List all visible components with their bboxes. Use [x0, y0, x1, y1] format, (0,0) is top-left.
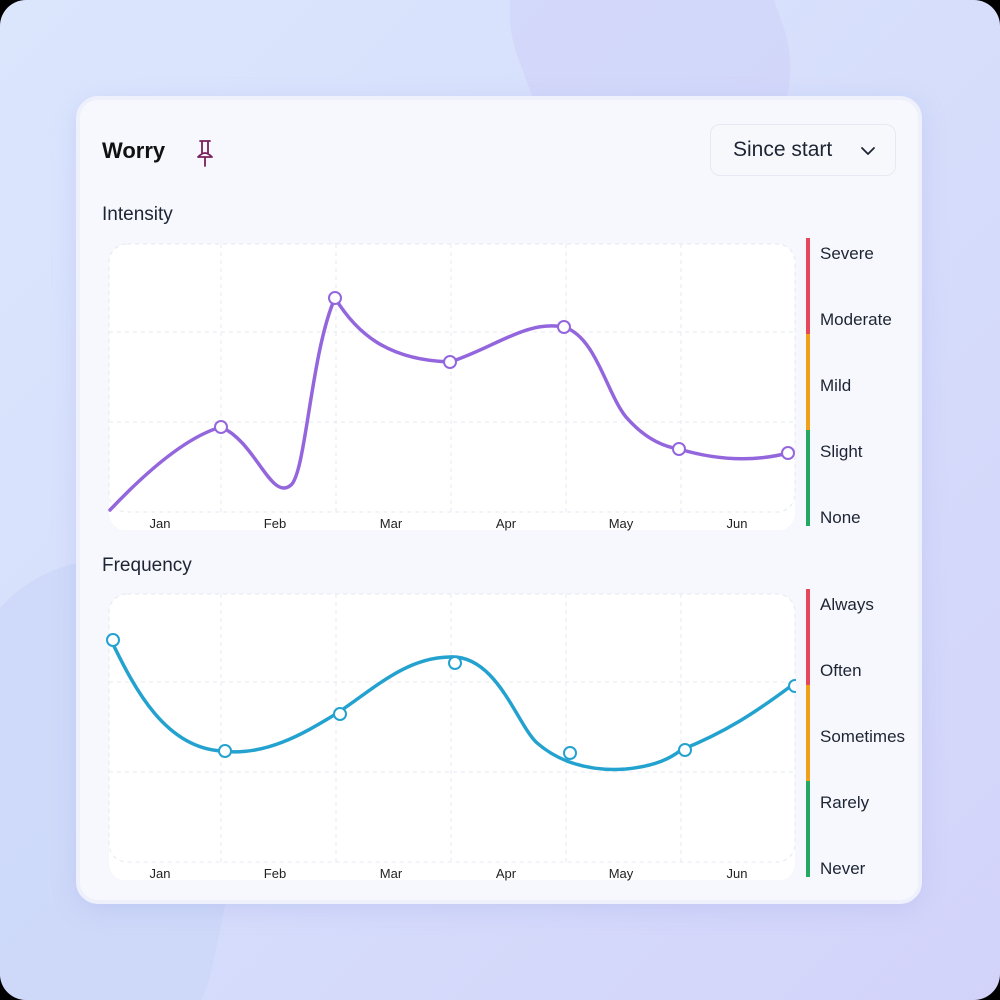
x-tick-jan: Jan — [149, 866, 171, 881]
scale-bar-mid — [806, 685, 810, 781]
x-tick-mar: Mar — [379, 516, 403, 531]
intensity-label: Intensity — [102, 204, 173, 225]
x-tick-mar: Mar — [379, 866, 403, 881]
frequency-label: Frequency — [102, 555, 192, 576]
x-tick-apr: Apr — [495, 516, 517, 531]
scale-bar-low — [806, 430, 810, 526]
x-tick-apr: Apr — [495, 866, 517, 881]
pushpin-icon[interactable] — [194, 138, 216, 168]
level-always: Always — [820, 595, 874, 614]
x-tick-feb: Feb — [263, 866, 287, 881]
x-tick-jun: Jun — [726, 866, 748, 881]
x-tick-jan: Jan — [149, 516, 171, 531]
level-sometimes: Sometimes — [820, 727, 906, 746]
intensity-scale: Severe Moderate Mild Slight None — [806, 238, 926, 530]
time-range-dropdown[interactable]: Since start — [710, 124, 896, 176]
scale-bar-high — [806, 589, 810, 685]
level-often: Often — [820, 661, 862, 680]
scale-bar-high — [806, 238, 810, 334]
scale-bar-mid — [806, 334, 810, 430]
level-rarely: Rarely — [820, 793, 870, 812]
level-severe: Severe — [820, 244, 874, 263]
level-mild: Mild — [820, 376, 852, 395]
intensity-chart: Jan Feb Mar Apr May Jun — [106, 242, 796, 531]
worry-card: Worry Since start Intensity — [76, 96, 922, 904]
x-tick-may: May — [608, 866, 634, 881]
card-title: Worry — [102, 138, 166, 163]
level-never: Never — [820, 859, 866, 878]
x-tick-jun: Jun — [726, 516, 748, 531]
level-moderate: Moderate — [820, 310, 892, 329]
time-range-selected: Since start — [733, 138, 833, 161]
level-slight: Slight — [820, 442, 863, 461]
x-tick-feb: Feb — [263, 516, 287, 531]
scale-bar-low — [806, 781, 810, 877]
frequency-chart: Jan Feb Mar Apr May Jun — [106, 592, 796, 881]
level-none: None — [820, 508, 861, 527]
frequency-scale: Always Often Sometimes Rarely Never — [806, 589, 926, 881]
x-tick-may: May — [608, 516, 634, 531]
chevron-down-icon — [861, 147, 875, 155]
